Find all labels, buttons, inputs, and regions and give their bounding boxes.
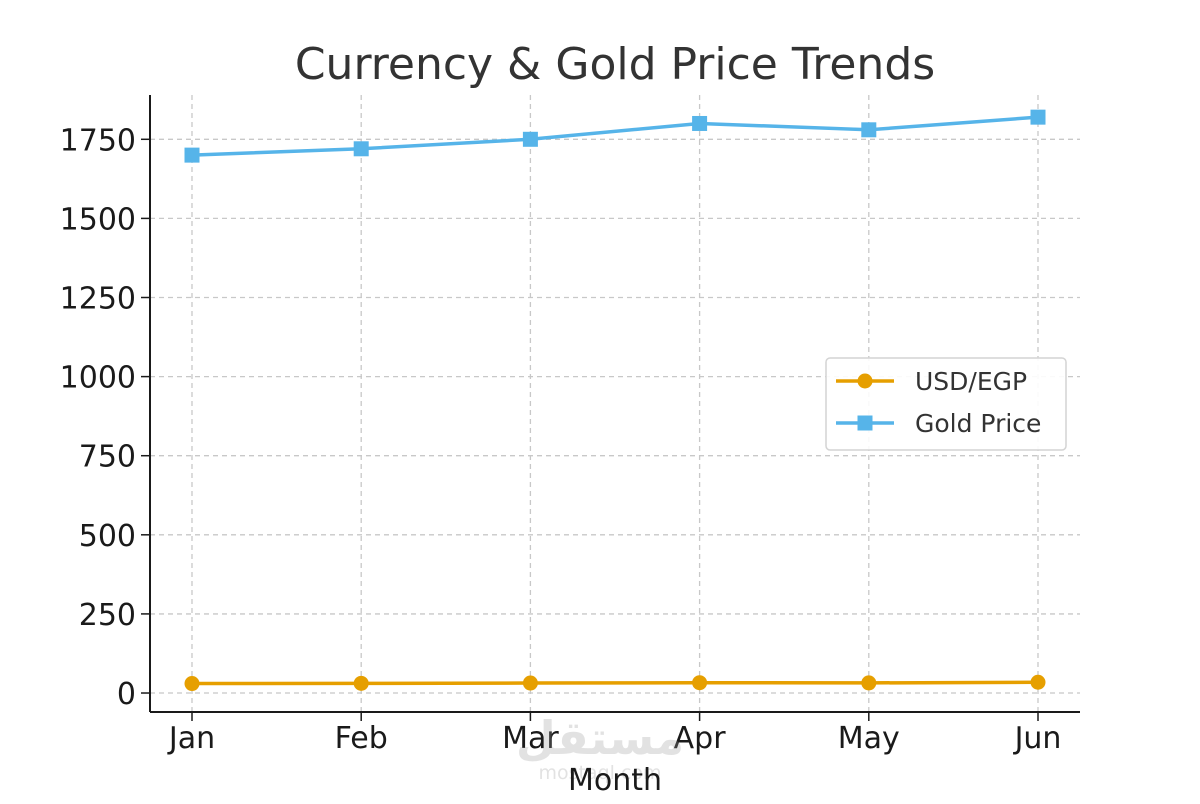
data-point-square (353, 141, 369, 157)
watermark: مستقل mostaql.com (516, 711, 684, 784)
y-tick-label: 1500 (60, 202, 136, 237)
legend-item: USD/EGP (836, 367, 1027, 396)
axes-layer (149, 95, 1080, 713)
x-tick-label: Apr (674, 721, 727, 756)
y-tick-label: 0 (117, 677, 136, 712)
data-point-circle (522, 675, 538, 691)
series-layer (184, 109, 1046, 692)
y-tick-label: 1250 (60, 282, 136, 317)
x-tick-label: Feb (335, 721, 388, 756)
legend: USD/EGP Gold Price (825, 357, 1067, 451)
y-tick-label: 1750 (60, 123, 136, 158)
y-tick-label: 500 (79, 519, 136, 554)
watermark-logo: مستقل (516, 711, 684, 765)
y-tick-label: 750 (79, 440, 136, 475)
data-point-circle (692, 675, 708, 691)
legend-swatch-circle (857, 373, 873, 389)
chart-title: Currency & Gold Price Trends (295, 39, 935, 90)
y-tick-label: 250 (79, 598, 136, 633)
data-point-square (1030, 109, 1046, 125)
series-line (191, 680, 1039, 686)
x-tick-label: May (838, 721, 900, 756)
series-usd-egp (184, 674, 1046, 692)
data-point-square (522, 131, 538, 147)
ticks-layer: 0 250 500 750 1000 1250 1500 1750 Jan Feb Mar Apr Ma… (60, 123, 1062, 756)
data-point-square (692, 115, 708, 131)
legend-item: Gold Price (836, 409, 1041, 438)
series-gold-price (184, 109, 1046, 163)
data-point-circle (861, 675, 877, 691)
x-axis-label: Month (568, 763, 662, 798)
y-tick-label: 1000 (60, 361, 136, 396)
x-tick-label: Jan (167, 721, 215, 756)
legend-label: USD/EGP (915, 367, 1027, 396)
data-point-circle (353, 675, 369, 691)
data-point-square (184, 147, 200, 163)
data-point-square (861, 122, 877, 138)
x-tick-label: Jun (1013, 721, 1062, 756)
series-line (191, 115, 1039, 157)
data-point-circle (1030, 674, 1046, 690)
x-tick-label: Mar (502, 721, 559, 756)
data-point-circle (184, 676, 200, 692)
legend-swatch-square (857, 415, 873, 431)
watermark-url: mostaql.com (538, 762, 661, 784)
legend-label: Gold Price (915, 409, 1041, 438)
